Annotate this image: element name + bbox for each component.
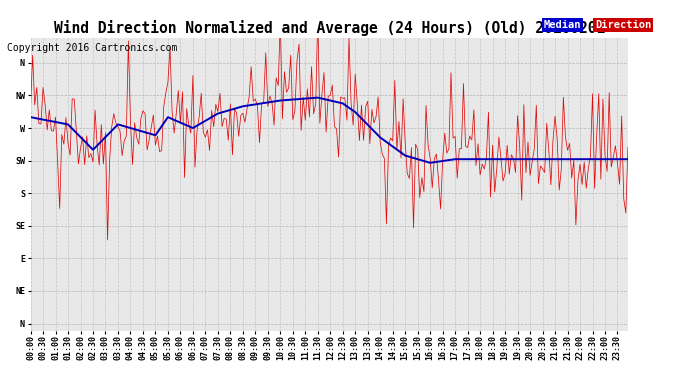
Title: Wind Direction Normalized and Average (24 Hours) (Old) 20160201: Wind Direction Normalized and Average (2… — [54, 20, 605, 36]
Text: Direction: Direction — [595, 20, 651, 30]
Text: Median: Median — [544, 20, 581, 30]
Text: Copyright 2016 Cartronics.com: Copyright 2016 Cartronics.com — [7, 43, 177, 52]
